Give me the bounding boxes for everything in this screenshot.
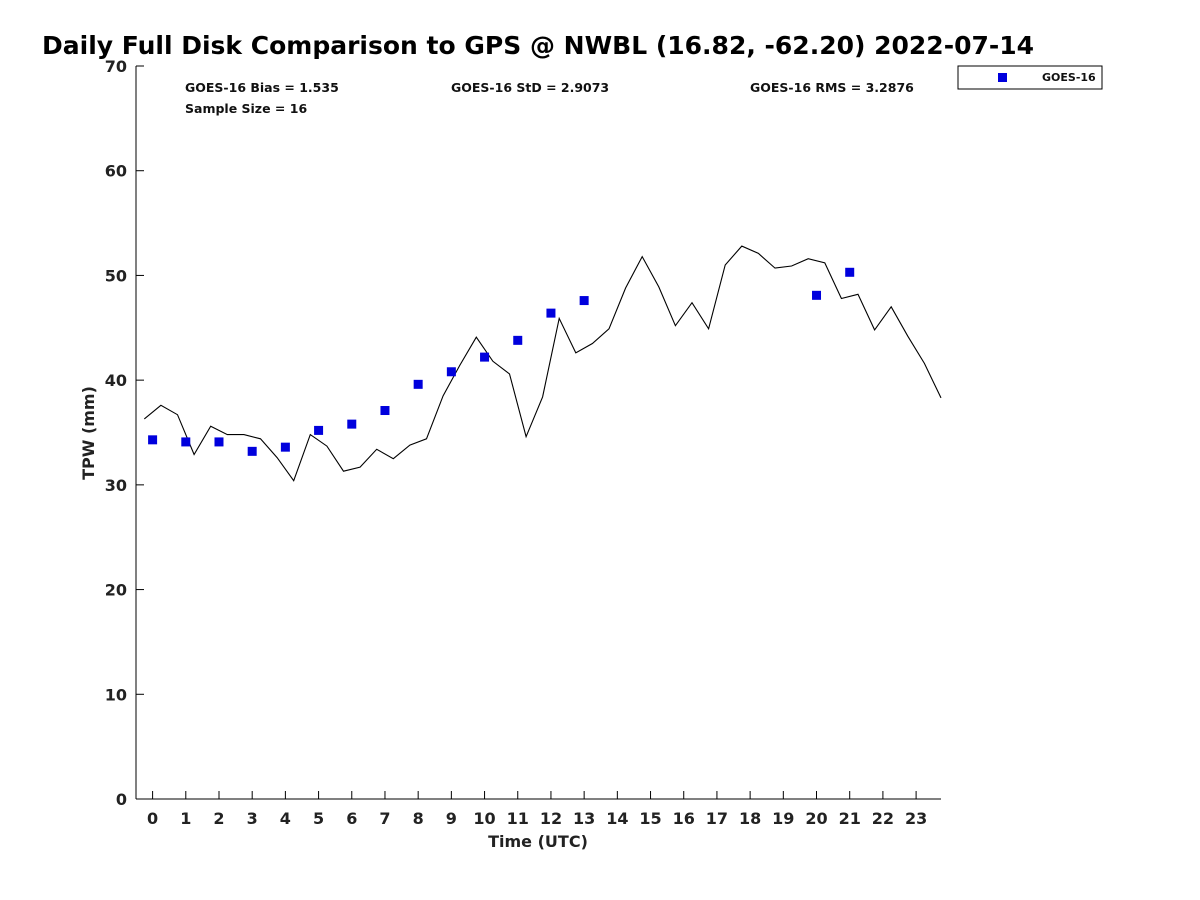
x-tick-label: 23 [905, 809, 927, 828]
goes16-point [446, 367, 456, 377]
chart-title: Daily Full Disk Comparison to GPS @ NWBL… [42, 31, 1034, 60]
legend-marker [998, 73, 1007, 82]
y-tick-label: 40 [105, 371, 127, 390]
y-tick-label: 10 [105, 685, 127, 704]
gps-line-series [143, 245, 942, 482]
x-tick-label: 3 [247, 809, 258, 828]
goes16-point [513, 335, 523, 345]
y-tick-label: 0 [116, 790, 127, 809]
x-tick-label: 5 [313, 809, 324, 828]
y-axis-label: TPW (mm) [79, 386, 98, 480]
x-tick-label: 4 [280, 809, 291, 828]
y-axis: 0 10 20 30 40 50 60 70 [105, 57, 144, 809]
x-tick-label: 20 [805, 809, 827, 828]
x-tick-label: 6 [346, 809, 357, 828]
stat-bias: GOES-16 Bias = 1.535 [185, 80, 339, 95]
y-tick-label: 50 [105, 266, 127, 285]
x-axis-label: Time (UTC) [488, 832, 588, 851]
x-tick-label: 21 [839, 809, 861, 828]
goes16-point [413, 379, 423, 389]
goes16-point [314, 425, 324, 435]
gps-tpw-line [143, 245, 942, 482]
goes16-point [347, 419, 357, 429]
goes16-point [247, 446, 257, 456]
goes16-point [546, 308, 556, 318]
x-tick-label: 0 [147, 809, 158, 828]
x-tick-label: 10 [473, 809, 495, 828]
goes16-point [812, 290, 822, 300]
plot-area [135, 66, 941, 800]
legend-label: GOES-16 [1042, 71, 1096, 84]
goes16-point [214, 437, 224, 447]
x-tick-label: 13 [573, 809, 595, 828]
x-tick-label: 8 [413, 809, 424, 828]
y-tick-label: 70 [105, 57, 127, 76]
x-tick-label: 18 [739, 809, 761, 828]
x-tick-label: 16 [673, 809, 695, 828]
goes16-point [380, 406, 390, 416]
stat-std: GOES-16 StD = 2.9073 [451, 80, 609, 95]
goes16-point [280, 442, 290, 452]
y-tick-label: 30 [105, 476, 127, 495]
y-tick-label: 60 [105, 162, 127, 181]
x-tick-label: 2 [213, 809, 224, 828]
x-axis: 0 1 2 3 4 5 6 7 8 9 10 11 12 13 14 15 16 17 18 19 20 21 22 23 [147, 791, 927, 828]
x-tick-label: 12 [540, 809, 562, 828]
x-tick-label: 1 [180, 809, 191, 828]
x-tick-label: 17 [706, 809, 728, 828]
x-tick-label: 15 [639, 809, 661, 828]
goes16-scatter-series [148, 267, 855, 456]
stat-sample-size: Sample Size = 16 [185, 101, 307, 116]
goes16-point [181, 437, 191, 447]
x-tick-label: 22 [872, 809, 894, 828]
goes16-point [845, 267, 855, 277]
x-tick-label: 11 [507, 809, 529, 828]
legend-box [957, 65, 1103, 90]
x-tick-label: 14 [606, 809, 628, 828]
y-tick-label: 20 [105, 581, 127, 600]
stat-rms: GOES-16 RMS = 3.2876 [750, 80, 914, 95]
legend: GOES-16 [957, 65, 1103, 90]
goes16-point [480, 352, 490, 362]
x-tick-label: 19 [772, 809, 794, 828]
goes16-point [148, 435, 158, 445]
goes16-point [579, 296, 589, 306]
x-tick-label: 7 [379, 809, 390, 828]
x-tick-label: 9 [446, 809, 457, 828]
